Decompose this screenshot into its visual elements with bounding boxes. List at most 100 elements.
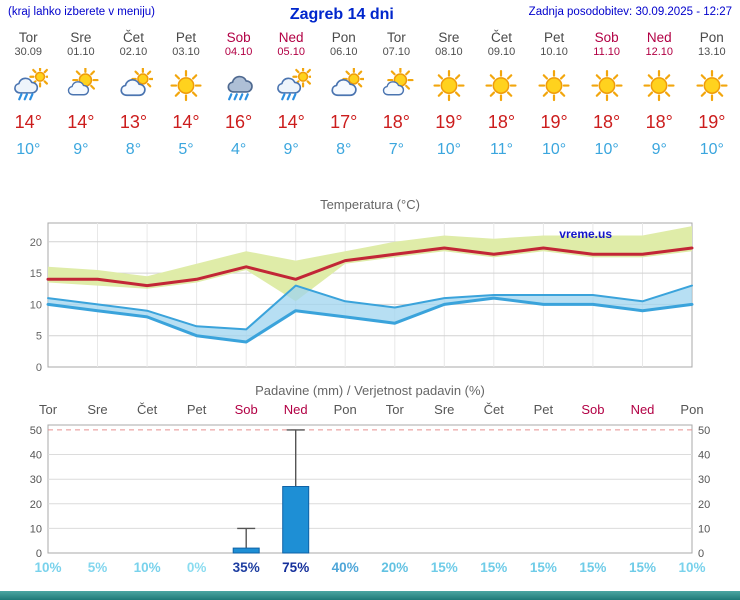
day-high-temp: 14° xyxy=(277,112,305,132)
day-column-03.10[interactable]: Pet 03.10 14° 5° xyxy=(160,30,213,159)
day-date: 08.10 xyxy=(435,46,463,58)
day-name: Čet xyxy=(122,30,144,45)
day-name: Sob xyxy=(226,30,251,45)
day-column-30.09[interactable]: Tor 30.09 14° 10° xyxy=(2,30,55,159)
day-name: Pet xyxy=(543,30,565,45)
day-high-temp: 16° xyxy=(224,112,253,132)
svg-text:20: 20 xyxy=(698,499,710,511)
day-date: 01.10 xyxy=(67,46,95,58)
weather-icon-sunny xyxy=(170,69,202,102)
day-high-temp: 14° xyxy=(67,112,95,132)
day-icon-wrap xyxy=(580,63,633,107)
precip-bar xyxy=(232,547,260,554)
day-column-02.10[interactable]: Čet 02.10 13° 8° xyxy=(107,30,160,159)
precipitation-chart: Tor Sre Čet Pet Sob Ned Pon Tor Sre Čet Pet Sob Ned P… xyxy=(0,401,740,579)
day-high-temp: 14° xyxy=(14,112,42,132)
weather-icon-showers xyxy=(14,68,49,101)
day-name: Sob xyxy=(594,30,619,45)
last-updated-text: Zadnja posodobitev: 30.09.2025 - 12:27 xyxy=(528,6,732,18)
svg-text:0: 0 xyxy=(36,548,42,560)
page-header: (kraj lahko izberete v meniju) Zagreb 14… xyxy=(0,0,740,26)
day-column-08.10[interactable]: Sre 08.10 19° 10° xyxy=(423,30,476,159)
day-date: 09.10 xyxy=(487,46,516,58)
precipitation-chart-svg: Tor Sre Čet Pet Sob Ned Pon Tor Sre Čet Pet Sob Ned P… xyxy=(30,402,711,575)
svg-text:Sre: Sre xyxy=(434,402,454,417)
weather-icon-mostly-cloudy xyxy=(331,68,364,97)
probability-value: 40% xyxy=(332,560,359,575)
day-icon-wrap xyxy=(686,63,739,107)
svg-text:Sob: Sob xyxy=(581,402,604,417)
svg-text:0: 0 xyxy=(698,548,704,560)
day-low-temp: 10° xyxy=(541,141,567,158)
probability-row: 10% 5% 10% 0% 35% 75% 40% 20% 15% 15% 15% 15% 15% 10% xyxy=(34,560,705,575)
day-column-11.10[interactable]: Sob 11.10 18° 10° xyxy=(580,30,633,159)
probability-value: 15% xyxy=(530,560,557,575)
svg-text:Pon: Pon xyxy=(334,402,357,417)
svg-text:Tor: Tor xyxy=(386,402,405,417)
svg-text:Pon: Pon xyxy=(680,402,703,417)
precip-whisker xyxy=(286,429,305,487)
day-column-04.10[interactable]: Sob 04.10 16° 4° xyxy=(212,30,265,159)
day-icon-wrap xyxy=(317,63,370,107)
day-column-05.10[interactable]: Ned 05.10 14° 9° xyxy=(265,30,318,159)
day-date: 05.10 xyxy=(277,46,305,58)
day-column-10.10[interactable]: Pet 10.10 19° 10° xyxy=(528,30,581,159)
day-date: 03.10 xyxy=(172,46,200,58)
forecast-strip: Tor 30.09 14° 10° Sre 01.10 14° 9° Čet 02.10 13° 8°… xyxy=(0,26,740,159)
day-icon-wrap xyxy=(212,63,265,107)
svg-text:10: 10 xyxy=(30,299,42,311)
day-name: Pon xyxy=(699,30,724,45)
day-icon-wrap xyxy=(265,63,318,107)
svg-text:Čet: Čet xyxy=(484,402,505,417)
svg-text:Sre: Sre xyxy=(87,402,107,417)
min-temp-line xyxy=(46,296,694,344)
day-low-temp: 8° xyxy=(125,141,142,158)
day-column-13.10[interactable]: Pon 13.10 19° 10° xyxy=(686,30,739,159)
day-low-temp: 10° xyxy=(594,141,619,158)
weather-icon-rain xyxy=(227,75,253,101)
day-icon-wrap xyxy=(475,63,528,107)
weather-icon-sunny xyxy=(643,69,675,102)
day-low-temp: 7° xyxy=(388,141,404,158)
day-high-temp: 17° xyxy=(330,112,358,132)
svg-text:Sob: Sob xyxy=(235,402,258,417)
weather-icon-partly-cloudy xyxy=(383,68,414,96)
probability-value: 0% xyxy=(187,560,207,575)
temperature-chart: 0 5 10 15 20 vreme.us xyxy=(0,215,740,377)
day-date: 06.10 xyxy=(329,46,358,58)
svg-text:15: 15 xyxy=(30,268,42,280)
day-high-temp: 18° xyxy=(645,112,673,132)
day-column-01.10[interactable]: Sre 01.10 14° 9° xyxy=(55,30,108,159)
footer-bar xyxy=(0,591,740,600)
day-name: Sre xyxy=(70,30,92,45)
probability-value: 75% xyxy=(282,560,309,575)
menu-hint-text: (kraj lahko izberete v meniju) xyxy=(8,6,156,18)
day-icon-wrap xyxy=(107,63,160,107)
y-axis-labels: 0 5 10 15 20 xyxy=(30,237,42,374)
day-column-12.10[interactable]: Ned 12.10 18° 9° xyxy=(633,30,686,159)
day-name: Tor xyxy=(18,30,38,45)
day-low-temp: 5° xyxy=(178,141,194,158)
svg-text:30: 30 xyxy=(698,474,710,486)
day-icon-wrap xyxy=(2,63,55,107)
day-icon-wrap xyxy=(633,63,686,107)
day-high-temp: 19° xyxy=(698,112,726,132)
day-date: 13.10 xyxy=(698,46,726,58)
day-low-temp: 4° xyxy=(230,141,247,158)
probability-value: 15% xyxy=(480,560,507,575)
svg-text:10: 10 xyxy=(698,523,710,535)
day-column-06.10[interactable]: Pon 06.10 17° 8° xyxy=(317,30,370,159)
day-column-09.10[interactable]: Čet 09.10 18° 11° xyxy=(475,30,528,159)
plot-border xyxy=(47,424,693,554)
weather-icon-mostly-cloudy xyxy=(120,68,154,97)
probability-value: 5% xyxy=(88,560,108,575)
day-column-07.10[interactable]: Tor 07.10 18° 7° xyxy=(370,30,423,159)
day-low-temp: 10° xyxy=(436,141,462,158)
weather-icon-partly-cloudy xyxy=(67,68,99,96)
day-name: Ned xyxy=(646,30,672,45)
svg-text:50: 50 xyxy=(30,425,42,437)
day-name: Čet xyxy=(490,30,512,45)
day-labels-row: Tor Sre Čet Pet Sob Ned Pon Tor Sre Čet Pet Sob Ned P… xyxy=(39,402,704,417)
probability-value: 10% xyxy=(678,560,705,575)
svg-text:5: 5 xyxy=(36,331,42,343)
